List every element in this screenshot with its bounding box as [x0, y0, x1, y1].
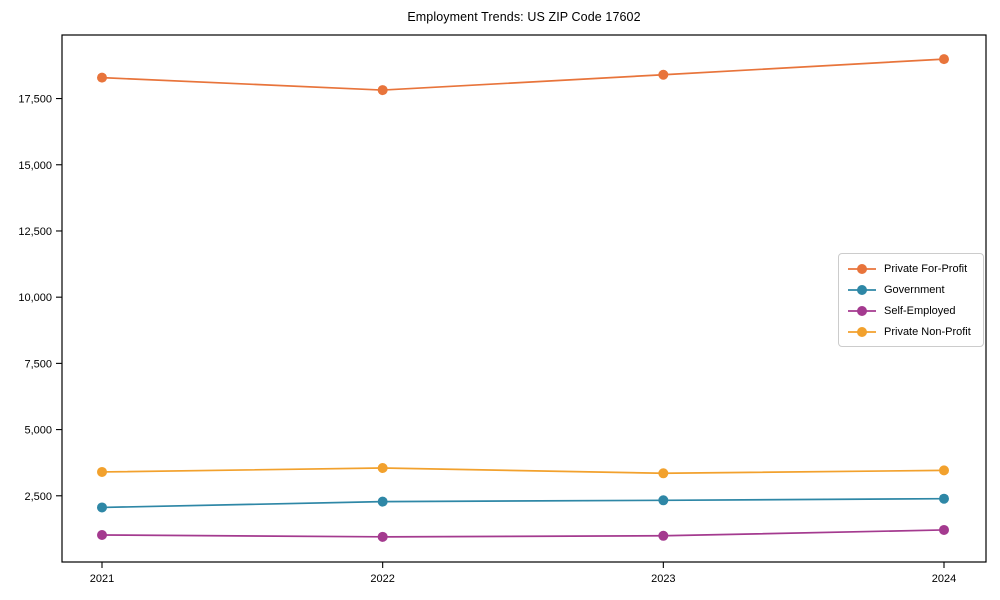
svg-text:2022: 2022	[370, 573, 394, 585]
legend-label: Self-Employed	[884, 304, 956, 317]
svg-text:2023: 2023	[651, 573, 675, 585]
legend-label: Government	[884, 283, 945, 296]
svg-text:17,500: 17,500	[18, 94, 52, 106]
svg-text:10,000: 10,000	[18, 292, 52, 304]
legend-swatch-line-marker	[848, 284, 876, 295]
legend-swatch-line-marker	[848, 263, 876, 274]
legend-swatch-line-marker	[848, 305, 876, 316]
svg-text:15,000: 15,000	[18, 160, 52, 172]
svg-text:2024: 2024	[932, 573, 956, 585]
legend-item-government: Government	[847, 280, 975, 300]
legend-item-private-for-profit: Private For-Profit	[847, 259, 975, 279]
legend-item-self-employed: Self-Employed	[847, 301, 975, 321]
svg-text:7,500: 7,500	[24, 358, 52, 370]
legend-label: Private For-Profit	[884, 262, 968, 275]
svg-text:5,000: 5,000	[24, 425, 52, 437]
legend-swatch-line-marker	[848, 326, 876, 337]
svg-text:12,500: 12,500	[18, 226, 52, 238]
legend-label: Private Non-Profit	[884, 325, 971, 338]
chart-title: Employment Trends: US ZIP Code 17602	[407, 10, 641, 24]
legend: Private For-Profit Government Self-Emplo…	[838, 253, 984, 347]
legend-item-private-non-profit: Private Non-Profit	[847, 322, 975, 342]
svg-text:2021: 2021	[90, 573, 114, 585]
svg-text:2,500: 2,500	[24, 491, 52, 503]
